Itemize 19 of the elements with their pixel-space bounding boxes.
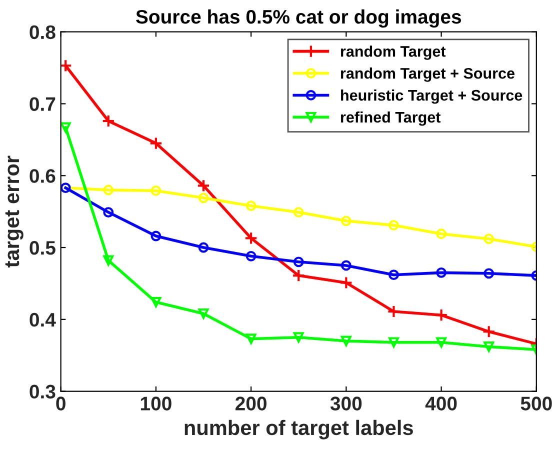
x-tick-label: 500 (520, 396, 552, 410)
y-tick-label: 0.8 (30, 25, 56, 40)
x-tick-label: 200 (236, 396, 266, 410)
x-tick-label: 400 (425, 396, 457, 410)
y-tick-label: 0.3 (30, 384, 56, 399)
x-axis-title: number of target labels (184, 420, 413, 440)
legend-label: random Target + Source (340, 68, 514, 82)
legend-label: refined Target (340, 111, 441, 126)
y-tick-label: 0.6 (30, 169, 56, 183)
y-tick-label: 0.4 (30, 312, 56, 327)
y-tick-label: 0.7 (30, 97, 56, 111)
y-tick-label: 0.5 (30, 240, 56, 255)
x-tick-label: 0 (56, 396, 66, 410)
x-tick-label: 300 (330, 396, 362, 410)
y-axis-title: target error (5, 156, 24, 268)
legend-label: heuristic Target + Source (341, 89, 522, 104)
legend-label: random Target (340, 46, 446, 60)
chart-title: Source has 0.5% cat or dog images (136, 9, 462, 28)
x-tick-label: 100 (140, 396, 172, 410)
